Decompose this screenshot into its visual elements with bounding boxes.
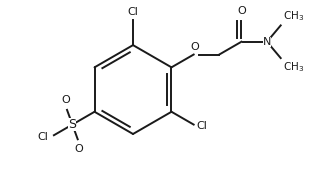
Text: O: O	[190, 42, 199, 52]
Text: Cl: Cl	[196, 121, 207, 131]
Text: CH$_3$: CH$_3$	[283, 9, 305, 23]
Text: O: O	[74, 144, 83, 154]
Text: Cl: Cl	[128, 7, 139, 17]
Text: Cl: Cl	[38, 132, 49, 142]
Text: S: S	[68, 118, 76, 131]
Text: N: N	[263, 37, 271, 47]
Text: O: O	[62, 95, 70, 105]
Text: O: O	[237, 6, 246, 16]
Text: CH$_3$: CH$_3$	[283, 60, 305, 74]
